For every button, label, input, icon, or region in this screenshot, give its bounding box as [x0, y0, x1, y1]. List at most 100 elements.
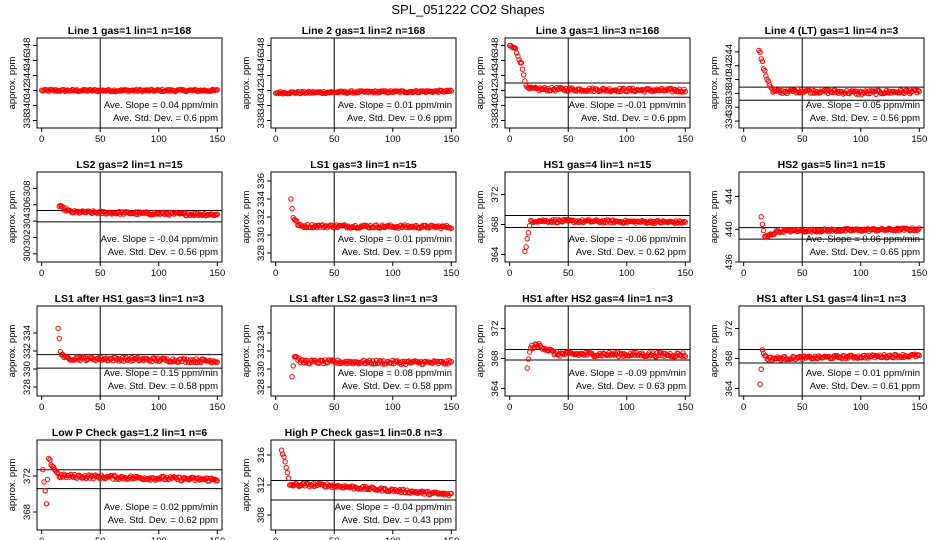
data-point — [311, 224, 317, 230]
x-tick-label: 150 — [443, 536, 459, 540]
data-point — [861, 226, 867, 233]
y-tick-label: 316 — [256, 447, 267, 463]
data-point — [854, 88, 860, 95]
std-dev-annotation: Ave. Std. Dev. = 0.62 ppm — [576, 247, 686, 258]
data-point — [181, 356, 188, 362]
plot-frame — [504, 305, 691, 397]
x-tick-label: 150 — [677, 268, 693, 279]
data-point — [292, 217, 299, 224]
data-point — [378, 358, 384, 365]
x-tick-label: 50 — [563, 268, 574, 279]
x-tick-label: 0 — [507, 402, 512, 413]
data-point — [323, 90, 329, 96]
data-point — [346, 360, 353, 366]
data-point — [187, 212, 194, 219]
chart-panel: LS1 after HS1 gas=3 lin=1 n=3 0 50 100 150 32… — [7, 293, 225, 413]
x-tick-label: 50 — [797, 134, 808, 145]
chart-panel: Low P Check gas=1.2 lin=1 n=6 0 50 100 150 36… — [7, 427, 225, 540]
data-point — [916, 225, 922, 231]
y-tick-label: 334 — [22, 325, 33, 341]
data-point — [448, 225, 454, 232]
data-point — [283, 465, 289, 471]
data-point — [186, 211, 192, 217]
std-dev-annotation: Ave. Std. Dev. = 0.65 ppm — [810, 247, 920, 258]
data-point — [369, 361, 375, 367]
x-tick-label: 100 — [619, 402, 635, 413]
data-point — [911, 227, 918, 234]
x-tick-label: 150 — [911, 268, 927, 279]
data-point — [328, 358, 334, 364]
y-tick-label: 368 — [724, 351, 735, 367]
x-tick-label: 100 — [151, 268, 167, 279]
y-tick-label: 338 — [724, 85, 735, 101]
y-tick-label: 328 — [22, 379, 33, 395]
data-point — [592, 218, 598, 224]
data-point — [619, 351, 625, 357]
x-tick-label: 50 — [329, 134, 340, 145]
y-tick-label: 332 — [22, 343, 33, 359]
y-axis-label: approx. ppm — [7, 57, 18, 110]
data-point — [868, 88, 874, 94]
data-point — [128, 358, 134, 364]
y-tick-label: 342 — [724, 58, 735, 74]
std-dev-annotation: Ave. Std. Dev. = 0.58 ppm — [342, 381, 452, 392]
plot-frame — [738, 305, 925, 397]
x-tick-label: 0 — [39, 536, 44, 540]
data-point — [524, 365, 530, 371]
data-point — [295, 482, 301, 488]
data-point — [851, 355, 857, 361]
data-point — [55, 325, 61, 332]
y-tick-label: 372 — [22, 468, 33, 484]
data-point — [913, 226, 919, 232]
data-point — [78, 355, 85, 361]
y-tick-label: 364 — [490, 381, 501, 397]
y-tick-label: 344 — [490, 68, 501, 84]
data-point — [43, 501, 50, 507]
data-point — [397, 486, 403, 493]
chart-panel: LS1 after LS2 gas=3 lin=1 n=3 0 50 100 150 32… — [241, 293, 459, 413]
y-tick-label: 342 — [490, 83, 501, 99]
y-axis-label: approx. ppm — [709, 191, 720, 244]
x-tick-label: 150 — [443, 268, 459, 279]
data-point — [94, 209, 100, 216]
x-tick-label: 0 — [741, 268, 746, 279]
y-axis-label: approx. ppm — [241, 325, 252, 378]
data-point — [526, 223, 533, 229]
plot-frame — [270, 37, 457, 129]
std-dev-annotation: Ave. Std. Dev. = 0.58 ppm — [108, 381, 218, 392]
y-tick-label: 336 — [724, 99, 735, 115]
x-tick-label: 50 — [797, 268, 808, 279]
data-point — [916, 352, 922, 358]
y-tick-label: 436 — [724, 254, 735, 270]
slope-annotation: Ave. Slope = -0.04 ppm/min — [101, 234, 218, 245]
data-point — [111, 472, 118, 478]
y-tick-label: 340 — [256, 98, 267, 114]
data-point — [323, 484, 329, 490]
x-tick-label: 100 — [619, 268, 635, 279]
panel-title: Line 3 gas=1 lin=3 n=168 — [536, 25, 660, 37]
x-tick-label: 0 — [507, 134, 512, 145]
data-point — [654, 350, 660, 356]
y-tick-label: 346 — [490, 53, 501, 69]
y-tick-label: 340 — [22, 98, 33, 114]
y-tick-label: 334 — [256, 325, 267, 341]
data-point — [763, 73, 769, 79]
figure-title: SPL_051222 CO2 Shapes — [391, 2, 545, 17]
data-point — [54, 469, 60, 476]
chart-panel: Line 4 (LT) gas=1 lin=4 n=30 50 100 1503343… — [709, 25, 927, 145]
y-tick-label: 368 — [490, 217, 501, 233]
panel-title: HS1 gas=4 lin=1 n=15 — [544, 159, 652, 171]
chart-panel: HS1 after LS1 gas=4 lin=1 n=3 0 50 100 150 36… — [709, 293, 927, 413]
x-tick-label: 0 — [741, 134, 746, 145]
y-tick-label: 304 — [22, 213, 33, 229]
x-tick-label: 150 — [443, 134, 459, 145]
x-tick-label: 100 — [853, 402, 869, 413]
data-point — [539, 217, 546, 223]
x-tick-label: 0 — [273, 536, 278, 540]
data-point — [528, 345, 534, 351]
data-point — [41, 479, 47, 485]
y-tick-label: 344 — [256, 68, 267, 84]
y-axis-label: approx. ppm — [709, 57, 720, 110]
data-point — [653, 87, 659, 94]
